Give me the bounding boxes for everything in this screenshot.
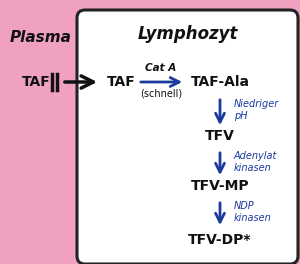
Text: TFV: TFV [205,129,235,143]
Text: Plasma: Plasma [10,30,72,45]
Text: Niedriger
pH: Niedriger pH [234,99,279,121]
Text: Adenylat
kinasen: Adenylat kinasen [234,151,278,173]
Text: TFV-DP*: TFV-DP* [188,233,252,247]
Text: TAF: TAF [22,75,51,89]
Text: Lymphozyt: Lymphozyt [138,25,238,43]
Text: TFV-MP: TFV-MP [191,179,249,193]
FancyBboxPatch shape [77,10,298,264]
Text: Cat A: Cat A [146,63,177,73]
Text: (schnell): (schnell) [140,88,182,98]
Text: TAF: TAF [107,75,136,89]
Text: TAF-Ala: TAF-Ala [190,75,250,89]
Text: NDP
kinasen: NDP kinasen [234,201,272,223]
